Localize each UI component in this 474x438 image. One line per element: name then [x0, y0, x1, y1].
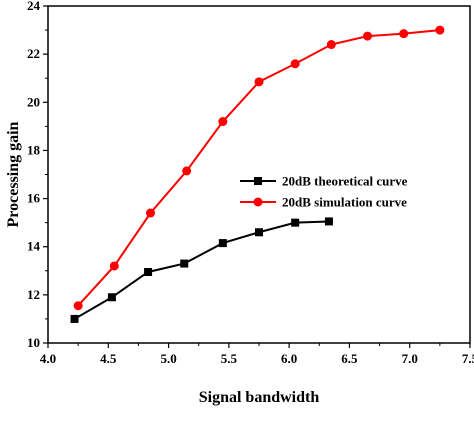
x-tick-label: 4.5 [100, 351, 117, 366]
data-point [255, 228, 263, 237]
y-tick-label: 18 [27, 142, 41, 157]
x-axis-label: Signal bandwidth [199, 389, 320, 406]
y-tick-label: 22 [27, 46, 40, 61]
series-line [77, 29, 440, 307]
data-point [435, 25, 445, 35]
y-tick-label: 14 [27, 239, 41, 254]
x-tick-label: 7.0 [402, 351, 418, 366]
data-point [73, 301, 83, 311]
data-point [290, 59, 300, 69]
data-point [180, 259, 189, 268]
y-tick-label: 24 [27, 0, 41, 13]
legend-marker [254, 177, 262, 185]
data-point [109, 261, 119, 271]
legend-marker [253, 197, 263, 207]
data-point [326, 40, 336, 50]
data-point [144, 267, 153, 276]
series-layer [70, 25, 445, 323]
data-point [107, 293, 116, 302]
x-tick-label: 6.5 [341, 351, 358, 366]
data-point [399, 29, 409, 39]
data-point [363, 31, 373, 41]
series-1 [73, 25, 445, 311]
x-tick-label: 4.0 [40, 351, 56, 366]
x-tick-label: 5.0 [160, 351, 176, 366]
legend: 20dB theoretical curve 20dB simulation cu… [240, 174, 408, 210]
y-tick-label: 10 [27, 335, 40, 350]
data-point [324, 217, 333, 226]
series-line [74, 220, 329, 320]
x-tick-label: 5.5 [221, 351, 238, 366]
data-point [291, 218, 300, 227]
y-tick-label: 16 [27, 191, 41, 206]
data-point [218, 117, 228, 127]
data-point [145, 208, 155, 218]
x-tick-label: 6.0 [281, 351, 297, 366]
data-point [182, 166, 192, 176]
data-point [70, 314, 79, 323]
axes: 4.0 4.5 5.0 5.5 6.0 6.5 7.0 7.5 10 12 14 16 18 20 22 24 [27, 0, 474, 366]
legend-label: 20dB simulation curve [282, 195, 407, 210]
data-point [254, 77, 264, 87]
series-0 [70, 217, 333, 323]
data-point [218, 239, 227, 248]
y-axis-label: Processing gain [5, 121, 22, 227]
legend-label: 20dB theoretical curve [282, 174, 408, 189]
x-tick-label: 7.5 [462, 351, 474, 366]
y-tick-label: 20 [27, 94, 40, 109]
y-tick-label: 12 [27, 287, 40, 302]
